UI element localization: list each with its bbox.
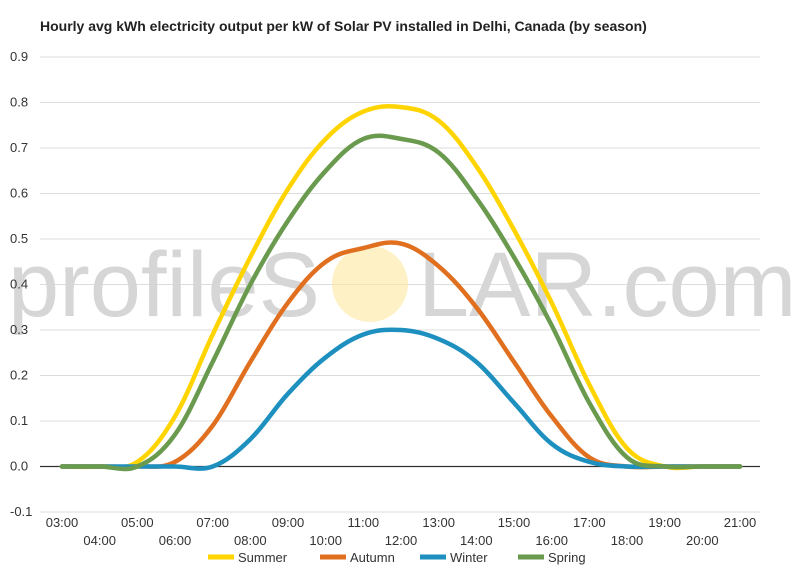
x-tick-label: 12:00 [385, 533, 418, 548]
series-line-summer [59, 104, 743, 471]
watermark-sun-icon [332, 246, 408, 322]
series-line-winter [59, 327, 743, 471]
x-tick-label: 07:00 [196, 515, 229, 530]
y-tick-label: 0.9 [10, 49, 28, 64]
legend-label: Summer [238, 550, 288, 565]
y-tick-label: 0.7 [10, 140, 28, 155]
x-tick-label: 16:00 [535, 533, 568, 548]
y-tick-label: 0.4 [10, 277, 28, 292]
grid-lines [40, 56, 760, 513]
x-tick-label: 20:00 [686, 533, 719, 548]
x-tick-label: 17:00 [573, 515, 606, 530]
x-tick-label: 19:00 [648, 515, 681, 530]
watermark: profileS LAR.com [8, 234, 796, 336]
x-tick-label: 10:00 [309, 533, 342, 548]
y-tick-label: 0.3 [10, 322, 28, 337]
y-tick-label: 0.6 [10, 186, 28, 201]
legend-label: Winter [450, 550, 488, 565]
x-tick-label: 09:00 [272, 515, 305, 530]
x-tick-label: 06:00 [159, 533, 192, 548]
chart-title: Hourly avg kWh electricity output per kW… [40, 18, 647, 34]
y-tick-label: 0.0 [10, 459, 28, 474]
x-tick-label: 21:00 [724, 515, 757, 530]
x-tick-label: 18:00 [611, 533, 644, 548]
y-tick-label: 0.5 [10, 231, 28, 246]
x-tick-label: 11:00 [348, 515, 380, 530]
x-tick-label: 05:00 [121, 515, 154, 530]
x-axis-tick-labels: 03:00 04:00 05:00 06:00 07:00 08:00 09:00 10:00… [46, 515, 757, 548]
legend-label: Autumn [350, 550, 395, 565]
x-tick-label: 13:00 [422, 515, 455, 530]
watermark-text-right: LAR.com [418, 234, 796, 336]
y-tick-label: 0.8 [10, 95, 28, 110]
series-line-spring [59, 133, 743, 472]
legend-label: Spring [548, 550, 586, 565]
y-tick-label: 0.1 [10, 413, 28, 428]
y-axis-tick-labels: 0.9 0.8 0.7 0.6 0.5 0.4 0.3 0.2 0.1 0.0 -0.1 [10, 49, 32, 519]
y-tick-label: -0.1 [10, 504, 32, 519]
y-tick-label: 0.2 [10, 368, 28, 383]
x-tick-label: 15:00 [498, 515, 531, 530]
x-tick-label: 08:00 [234, 533, 267, 548]
x-tick-label: 14:00 [460, 533, 493, 548]
x-tick-label: 04:00 [83, 533, 116, 548]
series-lines [59, 104, 743, 472]
x-tick-label: 03:00 [46, 515, 79, 530]
legend: Summer Autumn Winter Spring [208, 550, 586, 565]
